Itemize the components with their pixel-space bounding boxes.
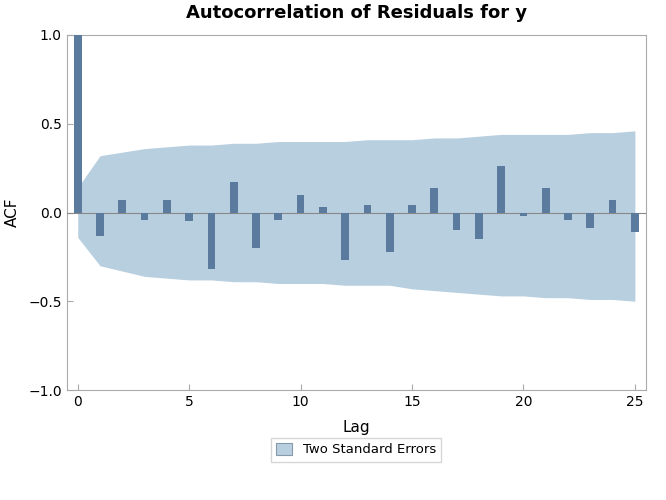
- Bar: [564, 212, 572, 220]
- Y-axis label: ACF: ACF: [5, 198, 20, 227]
- Bar: [453, 212, 460, 230]
- Bar: [208, 212, 215, 270]
- Bar: [498, 166, 505, 212]
- Bar: [274, 212, 282, 220]
- Bar: [74, 35, 82, 212]
- Bar: [408, 206, 416, 212]
- Bar: [141, 212, 149, 220]
- Bar: [319, 207, 327, 212]
- Bar: [296, 194, 304, 212]
- Bar: [586, 212, 594, 228]
- Legend: Two Standard Errors: Two Standard Errors: [271, 438, 442, 462]
- Bar: [364, 206, 372, 212]
- Bar: [519, 212, 527, 216]
- Bar: [230, 182, 238, 212]
- Bar: [542, 188, 549, 212]
- Bar: [185, 212, 193, 222]
- Bar: [163, 200, 170, 212]
- X-axis label: Lag: Lag: [342, 420, 370, 435]
- Bar: [252, 212, 260, 248]
- Bar: [386, 212, 394, 252]
- Bar: [609, 200, 617, 212]
- Bar: [119, 200, 127, 212]
- Bar: [341, 212, 349, 260]
- Bar: [430, 188, 438, 212]
- Bar: [96, 212, 104, 236]
- Bar: [631, 212, 639, 232]
- Bar: [475, 212, 483, 239]
- Title: Autocorrelation of Residuals for y: Autocorrelation of Residuals for y: [186, 4, 527, 22]
